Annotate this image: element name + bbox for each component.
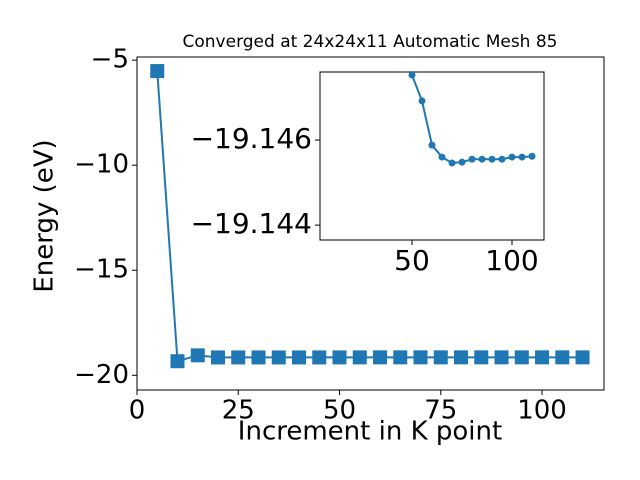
x-tick-label: 0 bbox=[129, 396, 146, 426]
marker bbox=[458, 158, 466, 166]
y-tick-label: −15 bbox=[74, 255, 129, 285]
marker bbox=[535, 350, 550, 365]
marker bbox=[428, 141, 436, 149]
x-axis-label: Increment in K point bbox=[238, 417, 502, 447]
x-tick-label: 25 bbox=[222, 396, 255, 426]
marker bbox=[332, 350, 347, 365]
marker bbox=[494, 350, 509, 365]
marker bbox=[413, 350, 428, 365]
marker bbox=[508, 153, 516, 161]
marker bbox=[488, 155, 496, 163]
marker bbox=[498, 155, 506, 163]
marker bbox=[211, 350, 226, 365]
marker bbox=[514, 350, 529, 365]
series-line bbox=[156, 71, 583, 363]
marker bbox=[418, 97, 426, 105]
marker bbox=[438, 153, 446, 161]
marker bbox=[468, 155, 476, 163]
chart-title: Converged at 24x24x11 Automatic Mesh 85 bbox=[183, 32, 558, 52]
marker bbox=[150, 64, 165, 79]
marker bbox=[251, 350, 266, 365]
marker bbox=[352, 350, 367, 365]
x-tick-label: 50 bbox=[323, 396, 356, 426]
y-tick-label: −5 bbox=[91, 45, 129, 75]
marker bbox=[518, 153, 526, 161]
marker bbox=[454, 350, 469, 365]
marker bbox=[408, 72, 416, 79]
y-tick-label: −20 bbox=[74, 360, 129, 390]
x-tick-label: 75 bbox=[424, 396, 457, 426]
y-tick-label: −19.146 bbox=[191, 122, 312, 155]
x-tick-label: 100 bbox=[517, 396, 567, 426]
marker bbox=[312, 350, 327, 365]
marker bbox=[575, 350, 590, 365]
marker bbox=[373, 350, 388, 365]
marker bbox=[448, 159, 456, 167]
plot-area bbox=[319, 71, 545, 241]
marker bbox=[474, 350, 489, 365]
marker bbox=[231, 350, 246, 365]
marker bbox=[190, 348, 205, 363]
x-tick-label: 100 bbox=[485, 244, 538, 277]
y-axis-label: Energy (eV) bbox=[30, 139, 60, 292]
marker bbox=[433, 350, 448, 365]
marker bbox=[478, 155, 486, 163]
marker bbox=[292, 350, 307, 365]
y-tick-label: −10 bbox=[74, 150, 129, 180]
marker bbox=[555, 350, 570, 365]
marker bbox=[393, 350, 408, 365]
y-tick-label: −19.144 bbox=[191, 207, 312, 240]
x-tick-label: 50 bbox=[394, 244, 430, 277]
marker bbox=[528, 152, 536, 160]
marker bbox=[271, 350, 286, 365]
marker bbox=[170, 354, 185, 369]
